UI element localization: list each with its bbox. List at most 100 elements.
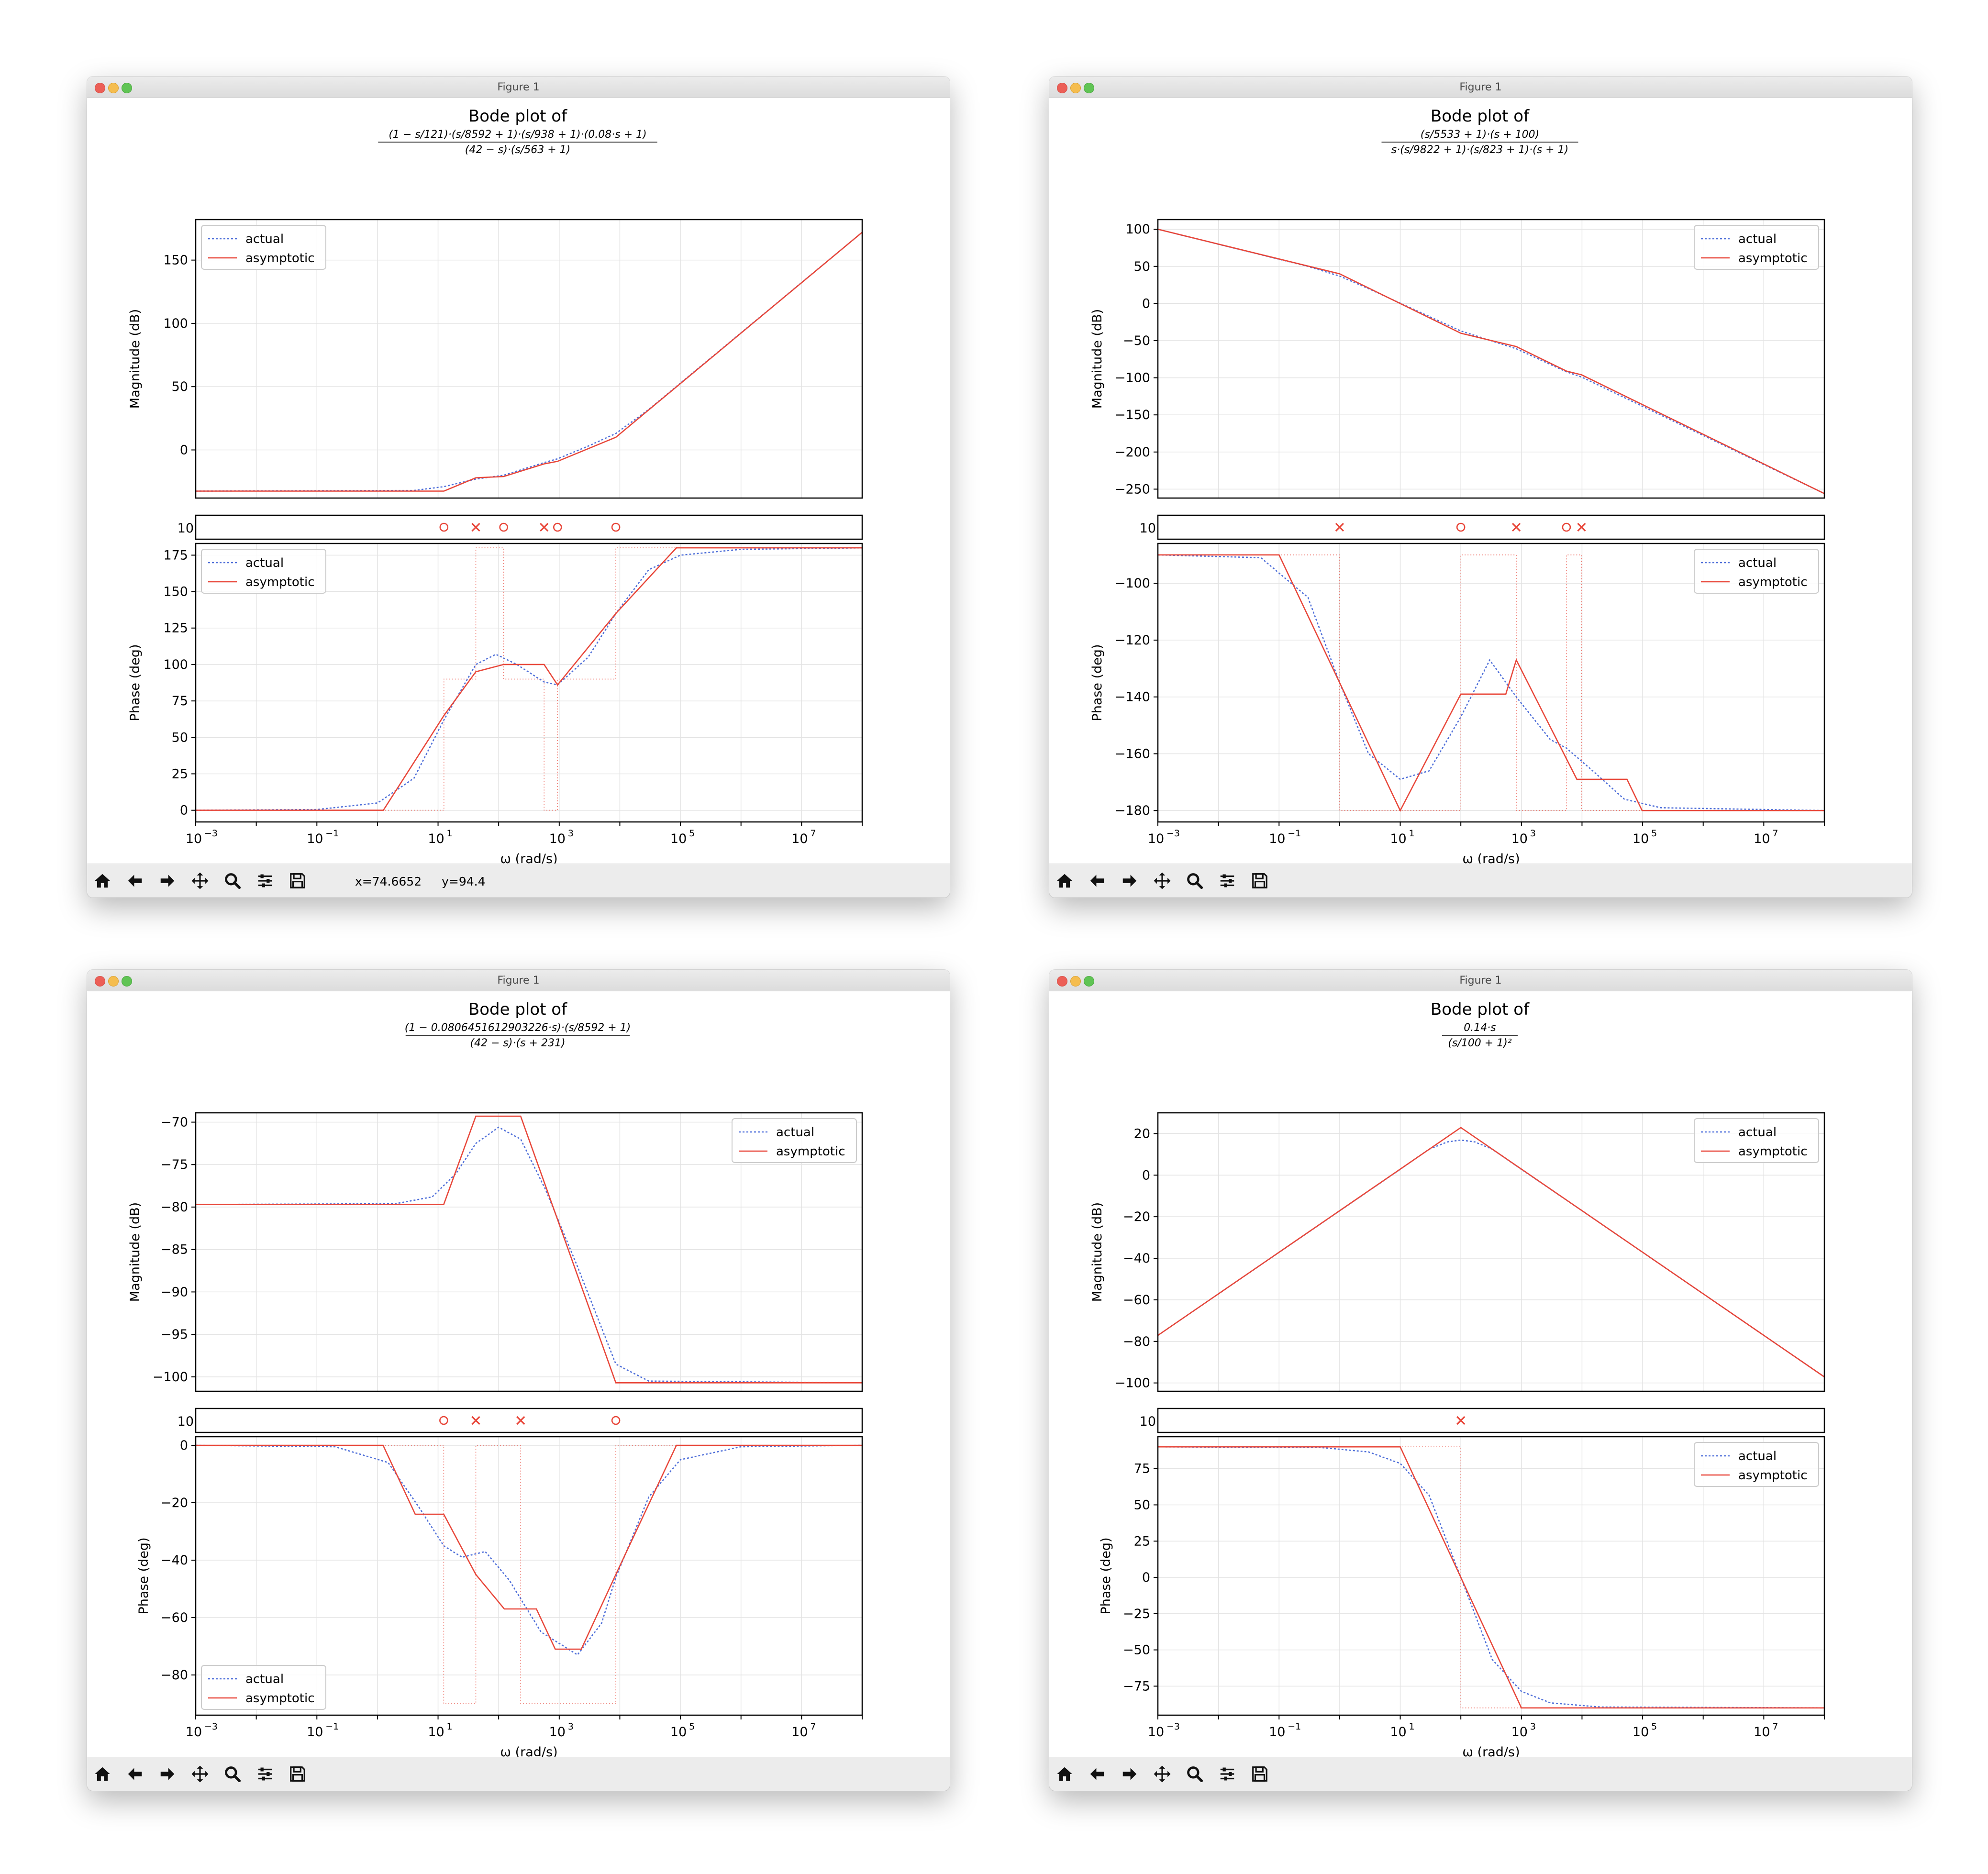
pole-zero-strip: 10 — [1140, 514, 1825, 540]
arrow-right-icon — [1122, 875, 1137, 887]
pan-button[interactable] — [1150, 1763, 1175, 1785]
x-axis-label: ω (rad/s) — [1462, 852, 1520, 864]
x-tick-label: 10 — [428, 832, 444, 846]
toolbar — [87, 1757, 950, 1791]
pole-marker — [516, 1416, 525, 1425]
phase-ylabel: Phase (deg) — [136, 1537, 151, 1614]
forward-button[interactable] — [1117, 1763, 1142, 1785]
x-tick-exponent: 7 — [810, 1721, 816, 1732]
zoom-button[interactable] — [1182, 870, 1207, 892]
minimize-button[interactable] — [1070, 976, 1081, 987]
y-tick-label: 0 — [180, 803, 188, 818]
home-button[interactable] — [1052, 1763, 1077, 1785]
maximize-button[interactable] — [1084, 976, 1094, 987]
legend: actual asymptotic — [1694, 225, 1819, 270]
configure-subplots-button[interactable] — [253, 1763, 278, 1785]
transfer-denominator: (42 − s)·(s + 231) — [470, 1037, 565, 1049]
pan-button[interactable] — [188, 1763, 212, 1785]
minimize-button[interactable] — [1070, 83, 1081, 93]
close-button[interactable] — [1057, 83, 1067, 93]
y-tick-label: −150 — [1115, 408, 1150, 422]
series-asymptotic — [1158, 1446, 1824, 1709]
legend-label-asymptotic: asymptotic — [245, 1691, 315, 1706]
minimize-button[interactable] — [108, 83, 119, 93]
magnifier-icon — [225, 1766, 241, 1783]
bode-figure[interactable]: Bode plot of (1 − 0.0806451612903226·s)·(… — [87, 991, 950, 1757]
y-tick-label: −75 — [1123, 1679, 1150, 1694]
phase-series — [196, 547, 862, 811]
x-tick-exponent: −3 — [204, 1721, 218, 1732]
back-button[interactable] — [1085, 870, 1110, 892]
toolbar: x=74.6652 y=94.4 — [87, 864, 950, 898]
y-tick-label: −140 — [1115, 690, 1150, 705]
series-actual — [1158, 554, 1824, 811]
x-tick-exponent: −1 — [325, 828, 339, 839]
phase-ylabel: Phase (deg) — [128, 644, 143, 721]
transfer-denominator: (s/100 + 1)² — [1448, 1037, 1511, 1049]
y-tick-label: −60 — [161, 1610, 188, 1625]
configure-subplots-button[interactable] — [1215, 1763, 1240, 1785]
minimize-button[interactable] — [108, 976, 119, 987]
legend-label-asymptotic: asymptotic — [245, 575, 315, 589]
series-asymptotic — [1158, 228, 1824, 494]
title-bar[interactable]: Figure 1 — [87, 970, 950, 991]
home-icon — [1057, 1767, 1072, 1781]
legend-label-actual: actual — [1738, 556, 1777, 570]
maximize-button[interactable] — [1084, 83, 1094, 93]
title-bar[interactable]: Figure 1 — [1049, 77, 1912, 98]
bode-figure[interactable]: Bode plot of (1 − s/121)·(s/8592 + 1)·(s/… — [87, 98, 950, 864]
configure-subplots-button[interactable] — [1215, 870, 1240, 892]
back-button[interactable] — [1085, 1763, 1110, 1785]
forward-button[interactable] — [155, 1763, 180, 1785]
home-button[interactable] — [90, 1763, 115, 1785]
maximize-button[interactable] — [122, 976, 132, 987]
marker-axis-label: 10 — [1140, 1414, 1156, 1429]
zoom-button[interactable] — [220, 1763, 245, 1785]
y-tick-label: 50 — [172, 730, 188, 745]
magnitude-series — [1158, 228, 1824, 494]
back-button[interactable] — [122, 1763, 147, 1785]
legend-label-asymptotic: asymptotic — [1738, 1144, 1808, 1159]
save-button[interactable] — [285, 870, 310, 892]
bode-figure[interactable]: Bode plot of0.14·s(s/100 + 1)²−100−80−60… — [1049, 991, 1912, 1757]
close-button[interactable] — [95, 83, 105, 93]
title-bar[interactable]: Figure 1 — [1049, 970, 1912, 991]
home-button[interactable] — [90, 870, 115, 892]
close-button[interactable] — [95, 976, 105, 987]
chart-title: Bode plot of — [468, 107, 567, 126]
home-button[interactable] — [1052, 870, 1077, 892]
forward-button[interactable] — [1117, 870, 1142, 892]
y-tick-label: 100 — [163, 657, 188, 672]
forward-button[interactable] — [155, 870, 180, 892]
maximize-button[interactable] — [122, 83, 132, 93]
zoom-button[interactable] — [220, 870, 245, 892]
move-icon — [191, 872, 209, 889]
pan-button[interactable] — [1150, 870, 1175, 892]
x-tick-exponent: −3 — [204, 828, 218, 839]
move-icon — [191, 1765, 209, 1783]
x-tick-exponent: −1 — [1288, 1721, 1301, 1732]
arrow-left-icon — [1090, 875, 1104, 887]
y-tick-label: 100 — [163, 316, 188, 331]
zoom-button[interactable] — [1182, 1763, 1207, 1785]
y-tick-label: −95 — [161, 1327, 188, 1342]
title-bar[interactable]: Figure 1 — [87, 77, 950, 98]
magnitude-ylabel: Magnitude (dB) — [1090, 1202, 1105, 1302]
pan-button[interactable] — [188, 870, 212, 892]
save-button[interactable] — [1247, 870, 1272, 892]
home-icon — [1057, 874, 1072, 888]
bode-figure[interactable]: Bode plot of (s/5533 + 1)·(s + 100) s·(s/9… — [1049, 98, 1912, 864]
x-axis: 10 −3 10 −1 10 1 10 3 10 5 10 7ω (rad/s) — [186, 822, 863, 864]
save-button[interactable] — [1247, 1763, 1272, 1785]
configure-subplots-button[interactable] — [253, 870, 278, 892]
magnitude-series — [1158, 1127, 1824, 1378]
x-axis: 10 −3 10 −1 10 1 10 3 10 5 10 7ω (rad/s) — [1148, 1715, 1825, 1757]
legend: actual asymptotic — [732, 1118, 857, 1163]
save-button[interactable] — [285, 1763, 310, 1785]
close-button[interactable] — [1057, 976, 1067, 987]
back-button[interactable] — [122, 870, 147, 892]
arrow-left-icon — [128, 1768, 142, 1780]
magnitude-series — [196, 1115, 862, 1384]
window-title: Figure 1 — [497, 81, 540, 93]
y-tick-label: −80 — [161, 1668, 188, 1683]
